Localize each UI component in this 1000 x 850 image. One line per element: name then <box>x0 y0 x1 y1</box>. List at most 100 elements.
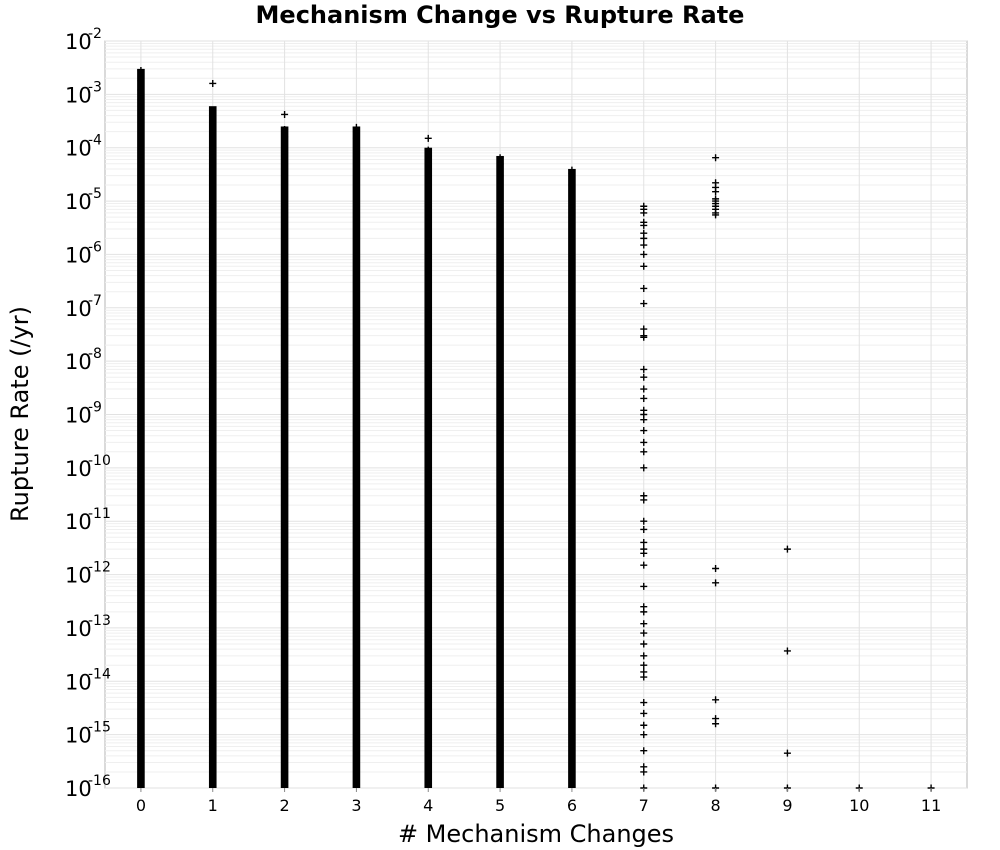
x-tick-label: 5 <box>495 796 505 815</box>
data-point <box>712 564 720 572</box>
data-point <box>568 169 576 177</box>
data-point-cluster <box>280 126 289 789</box>
svg-text:-4: -4 <box>88 133 102 149</box>
data-point <box>640 241 648 249</box>
svg-text:-11: -11 <box>88 506 111 522</box>
data-point <box>137 86 145 94</box>
x-tick-label: 0 <box>136 796 146 815</box>
data-point <box>640 325 648 333</box>
data-point <box>640 582 648 590</box>
svg-text:10: 10 <box>65 297 92 321</box>
data-point <box>640 250 648 258</box>
data-point <box>640 365 648 373</box>
data-point <box>712 579 720 587</box>
svg-text:-5: -5 <box>88 186 102 202</box>
svg-text:10: 10 <box>65 30 92 54</box>
data-point <box>640 438 648 446</box>
svg-text:10: 10 <box>65 510 92 534</box>
data-point <box>640 209 648 217</box>
y-tick-label: 10-2 <box>65 26 102 54</box>
y-tick-label: 10-9 <box>65 400 102 428</box>
data-point-cluster <box>496 155 504 788</box>
y-tick-label: 10-14 <box>65 666 111 694</box>
data-point <box>640 496 648 504</box>
x-tick-label: 10 <box>849 796 869 815</box>
data-point <box>640 731 648 739</box>
data-point-cluster <box>137 68 145 789</box>
svg-text:-7: -7 <box>88 293 102 309</box>
y-tick-label: 10-8 <box>65 346 102 374</box>
svg-text:-6: -6 <box>88 239 102 255</box>
data-point <box>352 128 360 136</box>
data-point <box>640 394 648 402</box>
y-tick-label: 10-4 <box>65 133 102 161</box>
x-tick-label: 4 <box>423 796 433 815</box>
svg-text:10: 10 <box>65 404 92 428</box>
data-point <box>137 77 145 85</box>
data-point <box>640 333 648 341</box>
data-point <box>712 188 720 196</box>
chart-title: Mechanism Change vs Rupture Rate <box>256 1 745 29</box>
y-tick-label: 10-15 <box>65 720 111 748</box>
data-point <box>640 538 648 546</box>
y-tick-label: 10-13 <box>65 613 111 641</box>
data-point <box>424 146 432 154</box>
data-point <box>640 427 648 435</box>
svg-text:-10: -10 <box>88 453 111 469</box>
svg-text:-13: -13 <box>88 613 111 629</box>
data-point <box>640 629 648 637</box>
y-tick-label: 10-12 <box>65 560 111 588</box>
svg-text:10: 10 <box>65 83 92 107</box>
data-point <box>712 211 720 219</box>
data-point-cluster <box>568 168 576 788</box>
svg-text:10: 10 <box>65 137 92 161</box>
data-point <box>209 79 217 87</box>
data-point <box>496 154 504 162</box>
svg-text:10: 10 <box>65 243 92 267</box>
svg-text:10: 10 <box>65 350 92 374</box>
svg-text:10: 10 <box>65 617 92 641</box>
y-tick-label: 10-3 <box>65 79 102 107</box>
data-point <box>496 172 504 180</box>
data-point <box>640 464 648 472</box>
data-point <box>640 262 648 270</box>
data-point-cluster <box>424 147 433 788</box>
x-tick-label: 6 <box>567 796 577 815</box>
svg-text:10: 10 <box>65 457 92 481</box>
data-points <box>137 66 935 792</box>
data-point <box>640 768 648 776</box>
data-point <box>640 661 648 669</box>
x-tick-label: 9 <box>782 796 792 815</box>
data-point <box>137 96 145 104</box>
data-point <box>281 125 289 133</box>
data-point <box>640 525 648 533</box>
svg-text:-2: -2 <box>88 26 102 42</box>
data-point <box>496 160 504 168</box>
data-point <box>640 709 648 717</box>
svg-text:10: 10 <box>65 190 92 214</box>
x-tick-label: 7 <box>639 796 649 815</box>
data-point <box>712 154 720 162</box>
svg-text:-9: -9 <box>88 400 102 416</box>
svg-text:10: 10 <box>65 724 92 748</box>
data-point <box>640 448 648 456</box>
svg-text:-12: -12 <box>88 560 111 576</box>
data-point <box>640 221 648 229</box>
data-point <box>783 545 791 553</box>
svg-text:-3: -3 <box>88 79 102 95</box>
data-point <box>712 720 720 728</box>
data-point <box>640 747 648 755</box>
x-tick-label: 11 <box>921 796 941 815</box>
data-point <box>209 112 217 120</box>
data-point <box>783 749 791 757</box>
data-point <box>137 66 145 74</box>
x-axis-ticks: 0 1 2 3 4 5 6 7 8 9 10 11 <box>136 788 941 815</box>
data-point <box>640 699 648 707</box>
svg-text:10: 10 <box>65 777 92 801</box>
y-tick-label: 10-16 <box>65 773 111 801</box>
data-point <box>352 134 360 142</box>
data-point <box>640 284 648 292</box>
data-point <box>281 133 289 141</box>
x-axis-label: # Mechanism Changes <box>398 820 674 848</box>
y-tick-label: 10-5 <box>65 186 102 214</box>
